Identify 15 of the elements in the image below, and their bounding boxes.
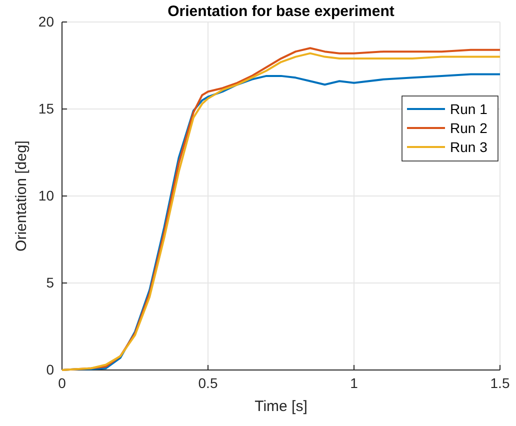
y-axis-title: Orientation [deg] — [13, 140, 30, 252]
y-tick-label: 20 — [38, 13, 54, 30]
x-tick-label: 0.5 — [198, 374, 218, 391]
y-tick-label: 15 — [38, 100, 54, 116]
legend-label: Run 1 — [450, 101, 488, 117]
x-axis-title: Time [s] — [254, 398, 308, 415]
y-tick-label: 5 — [46, 274, 54, 290]
legend-label: Run 2 — [450, 120, 488, 136]
x-tick-label: 1.5 — [490, 374, 510, 391]
legend-label: Run 3 — [450, 139, 488, 155]
y-tick-label: 0 — [46, 361, 54, 378]
x-tick-label: 0 — [58, 374, 66, 391]
x-tick-label: 1 — [350, 374, 358, 391]
y-tick-label: 10 — [38, 187, 54, 204]
chart-title: Orientation for base experiment — [168, 3, 394, 20]
